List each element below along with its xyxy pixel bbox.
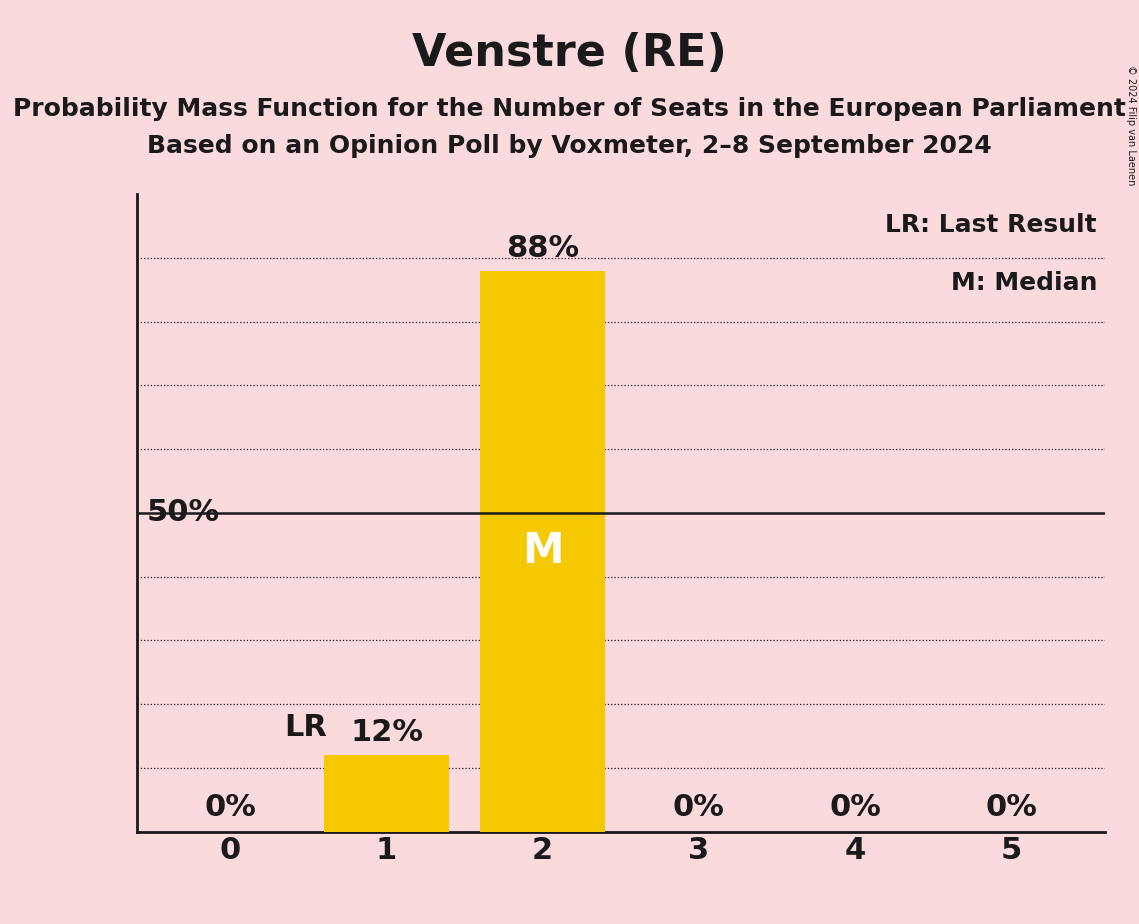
- Text: M: Median: M: Median: [951, 271, 1097, 295]
- Bar: [325, 755, 449, 832]
- Text: LR: Last Result: LR: Last Result: [885, 213, 1097, 237]
- Text: 50%: 50%: [146, 498, 220, 528]
- Text: Based on an Opinion Poll by Voxmeter, 2–8 September 2024: Based on an Opinion Poll by Voxmeter, 2–…: [147, 134, 992, 158]
- Text: © 2024 Filip van Laenen: © 2024 Filip van Laenen: [1126, 65, 1136, 185]
- Bar: [481, 271, 605, 832]
- Text: 0%: 0%: [673, 793, 724, 822]
- Text: 12%: 12%: [350, 719, 423, 748]
- Text: 0%: 0%: [985, 793, 1038, 822]
- Text: Probability Mass Function for the Number of Seats in the European Parliament: Probability Mass Function for the Number…: [13, 97, 1126, 121]
- Text: 88%: 88%: [506, 234, 580, 263]
- Text: Venstre (RE): Venstre (RE): [412, 32, 727, 76]
- Text: 0%: 0%: [204, 793, 256, 822]
- Text: 0%: 0%: [829, 793, 880, 822]
- Text: M: M: [522, 530, 564, 572]
- Text: LR: LR: [284, 713, 327, 742]
